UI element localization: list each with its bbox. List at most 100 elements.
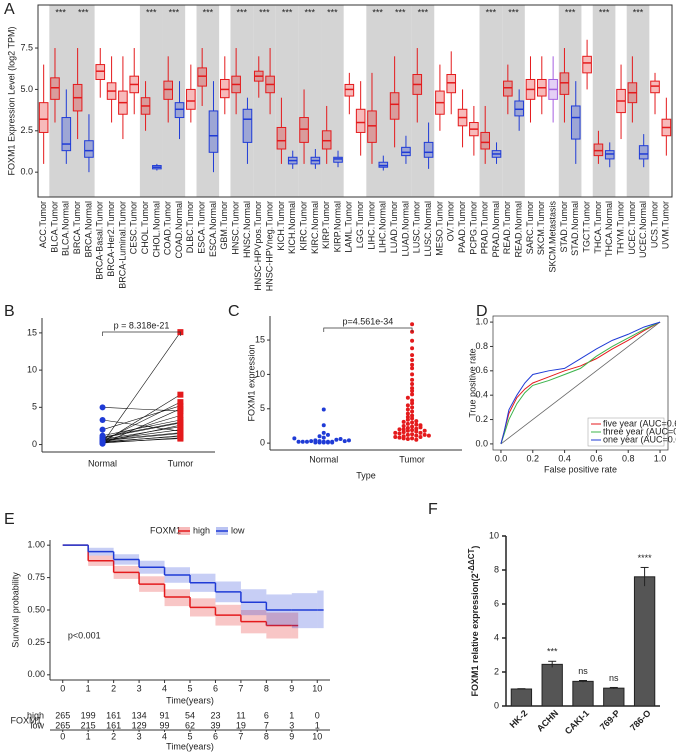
y-tick-label: 10 (489, 530, 499, 540)
x-tick-label: UCEC.Normal (638, 201, 648, 258)
x-tick-label: HNSC.Tumor (231, 201, 241, 255)
x-tick-label: HNSC.Normal (242, 201, 252, 258)
point (325, 432, 330, 437)
pair-shade (275, 5, 299, 197)
point (330, 440, 335, 445)
x-tick-label: 0 (60, 683, 65, 693)
y-axis-label: True positive rate (467, 348, 477, 417)
significance: ns (609, 673, 619, 683)
y-tick-label: 0.75 (27, 572, 45, 582)
point (410, 416, 415, 421)
risk-count: 91 (160, 710, 170, 720)
point (401, 436, 406, 441)
y-tick-label: 7.5 (20, 42, 33, 52)
x-tick-label: ESCA.Normal (208, 201, 218, 257)
point (401, 419, 406, 424)
y-tick-label: 0.25 (27, 637, 45, 647)
p-value: p=4.561e-34 (343, 316, 394, 326)
pair-shade (162, 5, 186, 197)
pair-shade (366, 5, 389, 197)
box (582, 55, 592, 74)
point (414, 433, 419, 438)
x-tick-label: SKCM.Metastasis (548, 201, 558, 273)
panel-letter: A (4, 1, 15, 18)
x-tick-label: UVM.Tumor (661, 201, 671, 249)
point (317, 439, 322, 444)
x-tick-label: KIRP.Tumor (321, 201, 331, 249)
panel-letter: C (228, 303, 240, 320)
x-tick-label: 0.2 (527, 453, 540, 463)
y-tick-label: 0.2 (475, 414, 488, 424)
roc-line (500, 321, 661, 445)
point (177, 429, 184, 436)
y-axis-label-suffix: ) (470, 546, 480, 549)
box (514, 100, 524, 117)
x-tick-label: COAD.Normal (174, 201, 184, 259)
risk-count: 19 (236, 720, 246, 730)
x-tick-label: 4 (162, 683, 167, 693)
y-tick-label: 0.00 (27, 669, 45, 679)
pair-line (102, 419, 181, 432)
x-tick-label: BLCA.Normal (61, 201, 71, 256)
x-tick-label: 9 (289, 683, 294, 693)
x-tick-label: BRCA.Tumor (72, 201, 82, 254)
x-axis-label: Type (356, 470, 376, 480)
p-value: p<0.001 (68, 630, 101, 640)
y-tick-label: 5.0 (20, 84, 33, 94)
significance: *** (599, 7, 610, 17)
x-tick-label: PCPG.Tumor (468, 201, 478, 255)
x-tick-label: 0.8 (622, 453, 635, 463)
x-tick-label: Normal (309, 454, 338, 464)
significance: *** (169, 7, 180, 17)
box (299, 117, 309, 143)
risk-count: 129 (132, 720, 147, 730)
point (405, 421, 410, 426)
box (604, 150, 615, 160)
y-tick-label: 10 (255, 369, 265, 379)
risk-count: 3 (289, 720, 294, 730)
y-tick-label: 2 (494, 666, 499, 676)
significance: *** (55, 7, 66, 17)
point (414, 429, 419, 434)
y-tick-label: 0 (260, 438, 265, 448)
box (95, 64, 106, 80)
point (405, 432, 410, 437)
x-tick-label: KIRP.Normal (332, 201, 342, 252)
x-tick-label: DLBC.Tumor (185, 201, 195, 253)
x-tick-label: BRCA-Basal.Tumor (95, 201, 105, 280)
risk-count: 199 (81, 710, 96, 720)
x-tick-label: BLCA.Tumor (49, 201, 59, 253)
x-tick-label: SARC.Tumor (525, 201, 535, 254)
x-tick-label: Normal (88, 458, 117, 468)
point (397, 427, 402, 432)
point (321, 439, 326, 444)
x-tick-label: 5 (187, 683, 192, 693)
x-tick-label: 5 (187, 731, 192, 741)
box (446, 74, 457, 94)
point (346, 438, 351, 443)
significance: *** (565, 7, 576, 17)
box (208, 110, 219, 153)
x-tick-label: 6 (213, 731, 218, 741)
x-tick-label: OV.Tumor (446, 201, 456, 241)
significance: *** (304, 7, 315, 17)
pair-line (102, 438, 181, 443)
pair-shade (49, 5, 72, 197)
x-tick-label: HNSC-HPVpos.Tumor (253, 201, 263, 291)
point (410, 432, 415, 437)
point (313, 440, 318, 445)
point (309, 439, 314, 444)
point (321, 430, 326, 435)
point (177, 391, 184, 398)
box (174, 102, 185, 119)
bar (603, 687, 625, 707)
x-tick-label: TGCT.Tumor (581, 201, 591, 253)
risk-title: FOXM1 (10, 715, 41, 725)
y-tick-label: 15 (255, 334, 265, 344)
y-axis-label: Survival probability (10, 572, 20, 648)
y-tick-label: 5 (260, 403, 265, 413)
point (418, 423, 423, 428)
legend-title: FOXM1 (150, 525, 181, 535)
point (317, 434, 322, 439)
